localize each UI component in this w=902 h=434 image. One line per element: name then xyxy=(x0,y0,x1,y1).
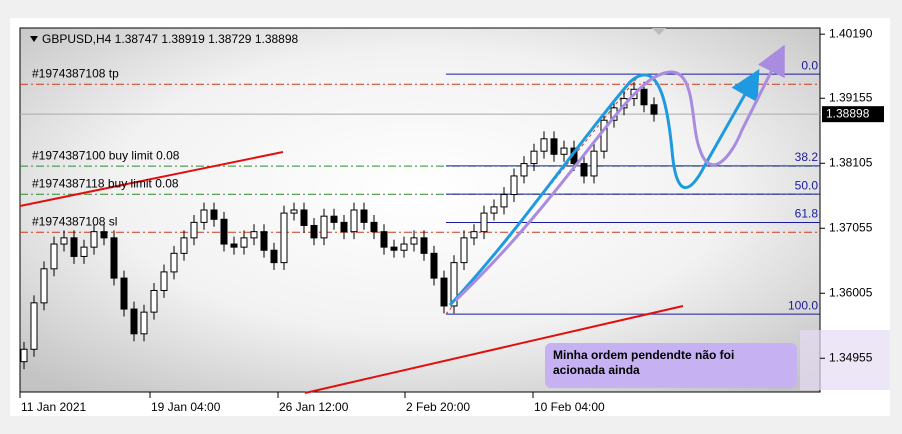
candle-body xyxy=(540,138,548,152)
y-tick-label: 1.39155 xyxy=(829,90,873,104)
candle-body xyxy=(300,209,308,226)
candle-body xyxy=(280,212,288,264)
fib-label: 50.0 xyxy=(795,178,819,192)
candle-body xyxy=(490,206,498,214)
candle-body xyxy=(20,348,28,363)
fib-label: 0.0 xyxy=(801,58,818,72)
candle-body xyxy=(550,138,558,155)
candle-body xyxy=(240,237,248,248)
candle-body xyxy=(110,237,118,279)
candle-body xyxy=(410,237,418,245)
candle-body xyxy=(190,221,198,239)
x-tick-label: 11 Jan 2021 xyxy=(21,400,86,414)
arrow-purple xyxy=(454,44,785,302)
candle-body xyxy=(520,163,528,177)
candle-body xyxy=(360,209,368,223)
y-tick-label: 1.40190 xyxy=(829,26,873,40)
candle-body xyxy=(170,252,178,273)
candle-body xyxy=(400,243,408,251)
order-label: #1974387108 tp xyxy=(32,66,119,80)
candle-body xyxy=(470,231,478,239)
candle-body xyxy=(440,277,448,307)
annotation-box xyxy=(545,343,797,388)
candle-body xyxy=(70,237,78,257)
candle-body xyxy=(560,147,568,155)
candle-body xyxy=(120,277,128,310)
candle-body xyxy=(640,88,648,106)
trendline xyxy=(19,151,284,207)
candle-body xyxy=(390,246,398,251)
candle-body xyxy=(310,224,318,239)
candle-body xyxy=(580,163,588,177)
candle-body xyxy=(220,218,228,245)
candle-body xyxy=(60,237,68,245)
arrow-blue xyxy=(448,68,760,307)
candle-body xyxy=(80,246,88,257)
trendline xyxy=(304,305,684,394)
candle-body xyxy=(30,302,38,350)
candle-body xyxy=(40,268,48,304)
header-triangle xyxy=(30,36,38,42)
y-tick-label: 1.37055 xyxy=(829,220,873,234)
candle-body xyxy=(350,209,358,233)
blur-patch xyxy=(800,330,890,390)
candle-body xyxy=(330,215,338,223)
candle-body xyxy=(250,231,258,239)
candle-body xyxy=(480,212,488,233)
candle-body xyxy=(200,209,208,223)
candle-body xyxy=(510,175,518,196)
order-label: #1974387118 buy limit 0.08 xyxy=(32,176,179,190)
y-tick-label: 1.34955 xyxy=(829,350,873,364)
candle-body xyxy=(140,311,148,335)
last-price-box xyxy=(822,106,884,123)
candle-body xyxy=(210,209,218,220)
candle-body xyxy=(90,231,98,248)
candle-body xyxy=(530,150,538,165)
candle-body xyxy=(460,237,468,264)
candle-body xyxy=(230,243,238,248)
fib-label: 38.2 xyxy=(795,150,819,164)
candle-body xyxy=(340,221,348,233)
fib-label: 100.0 xyxy=(788,298,818,312)
candle-body xyxy=(100,231,108,239)
annotation: acionada ainda xyxy=(553,363,640,377)
order-label: #1974387108 sl xyxy=(32,214,117,228)
candle-body xyxy=(180,237,188,254)
candle-body xyxy=(500,194,508,208)
candle-body xyxy=(270,249,278,264)
y-tick-label: 1.38105 xyxy=(829,155,873,169)
candle-body xyxy=(130,308,138,335)
order-label: #1974387100 buy limit 0.08 xyxy=(32,148,180,162)
x-tick-label: 26 Jan 12:00 xyxy=(279,400,349,414)
plot-area xyxy=(19,27,821,393)
candle-body xyxy=(430,252,438,279)
x-tick-label: 2 Feb 20:00 xyxy=(406,400,470,414)
candle-body xyxy=(450,262,458,307)
candle-body xyxy=(160,271,168,291)
header: GBPUSD,H4 1.38747 1.38919 1.38729 1.3889… xyxy=(42,32,299,46)
candle-body xyxy=(600,119,608,152)
candle-body xyxy=(380,231,388,248)
candle-body xyxy=(420,237,428,254)
last-price-label: 1.38898 xyxy=(826,106,870,120)
candle-body xyxy=(50,243,58,270)
candle-body xyxy=(260,231,268,251)
candle-body xyxy=(650,104,658,115)
x-tick-label: 10 Feb 04:00 xyxy=(534,400,605,414)
candle-body xyxy=(290,209,298,214)
fib-label: 61.8 xyxy=(795,207,819,221)
candle-body xyxy=(150,289,158,313)
candle-body xyxy=(590,150,598,177)
layer xyxy=(20,73,820,370)
shift-marker xyxy=(652,28,666,35)
x-tick-label: 19 Jan 04:00 xyxy=(151,400,221,414)
y-tick-label: 1.36005 xyxy=(829,285,873,299)
candle-body xyxy=(320,215,328,239)
annotation: Minha ordem pendendte não foi xyxy=(553,348,734,362)
candle-body xyxy=(370,221,378,233)
